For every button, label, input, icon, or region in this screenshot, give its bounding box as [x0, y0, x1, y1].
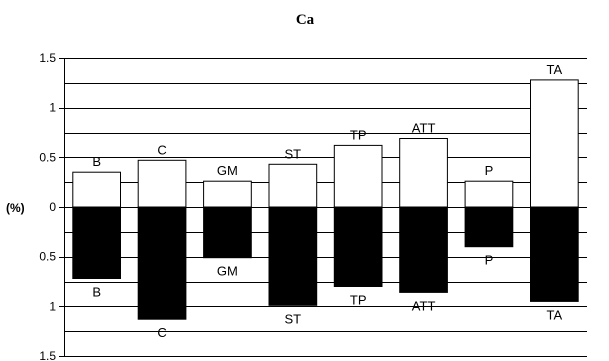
y-tick-label: 0.5 [39, 150, 56, 164]
bar-negative-st [268, 206, 318, 306]
bar-label-negative-c: C [157, 325, 166, 340]
bar-label-positive-att: ATT [412, 121, 436, 136]
bar-positive-gm [203, 180, 252, 208]
y-tick-label: 1 [49, 101, 56, 115]
y-tick-label: 0 [49, 200, 56, 214]
bar-negative-att [399, 206, 448, 293]
bar-label-positive-b: B [92, 154, 101, 169]
bar-label-negative-b: B [92, 285, 101, 300]
bar-label-positive-gm: GM [217, 163, 238, 178]
bar-negative-ta [530, 206, 579, 302]
bar-label-positive-ta: TA [546, 62, 562, 77]
bar-positive-p [464, 180, 514, 208]
bar-negative-c [137, 206, 187, 320]
bar-negative-p [464, 206, 514, 248]
bar-positive-c [137, 159, 187, 208]
bar-positive-att [399, 138, 448, 208]
chart-title: Ca [296, 12, 315, 28]
bars [72, 79, 579, 320]
bar-negative-gm [203, 206, 252, 259]
y-tick-label: 1.5 [39, 349, 56, 361]
bar-label-negative-tp: TP [350, 293, 367, 308]
bar-positive-ta [530, 79, 579, 208]
y-tick-label: 1 [49, 299, 56, 313]
bar-label-negative-ta: TA [546, 307, 562, 322]
bar-label-positive-p: P [485, 163, 494, 178]
bar-positive-b [72, 171, 122, 208]
y-tick-label: 0.5 [39, 250, 56, 264]
bar-positive-st [268, 163, 318, 208]
bar-label-negative-p: P [485, 253, 494, 268]
bar-label-positive-tp: TP [350, 127, 367, 142]
bar-label-negative-gm: GM [217, 264, 238, 279]
bar-label-positive-c: C [157, 142, 166, 157]
bar-label-positive-st: ST [284, 146, 301, 161]
y-axis-label: (%) [6, 201, 25, 215]
bar-negative-b [72, 206, 122, 279]
bar-negative-tp [333, 206, 383, 287]
y-tick-label: 1.5 [39, 51, 56, 65]
bar-positive-tp [333, 144, 383, 208]
bar-labels: B C GM ST TP ATT P TA B C GM ST TP ATT P TA [92, 62, 562, 340]
y-tick-labels: 1.5 1 0.5 0 0.5 1 1.5 [39, 51, 64, 361]
bar-label-negative-st: ST [284, 311, 301, 326]
bar-label-negative-att: ATT [412, 298, 436, 313]
